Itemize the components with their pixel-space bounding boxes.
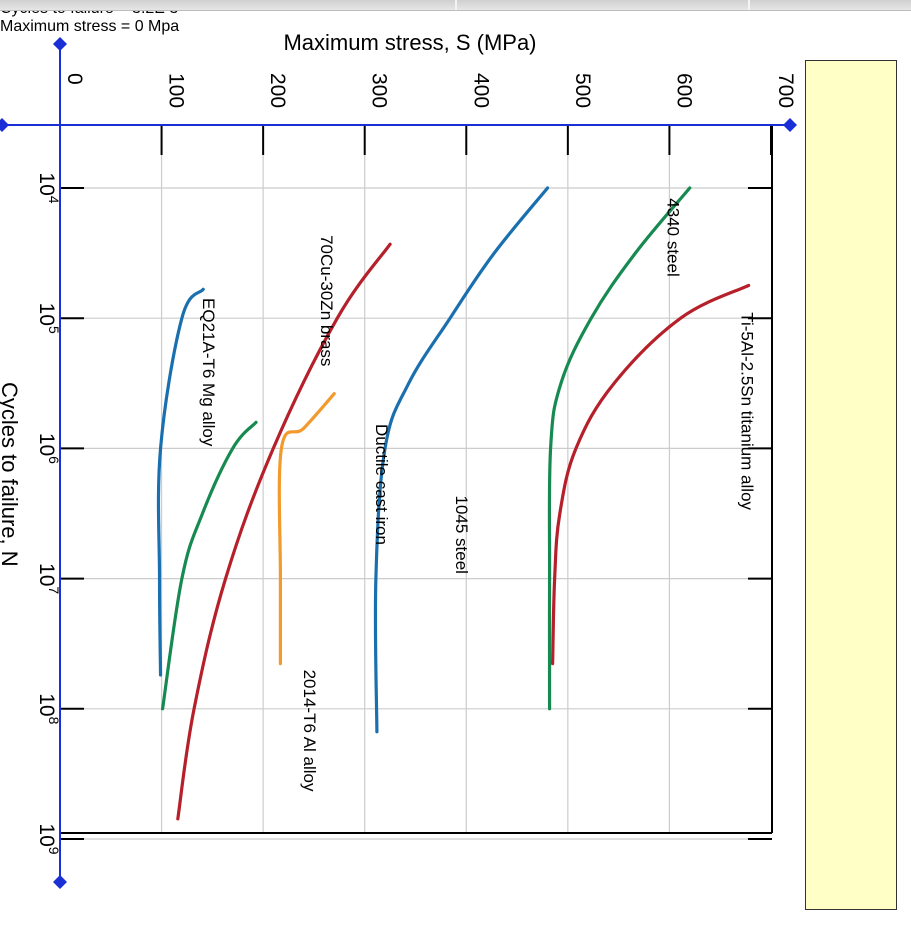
- series-label-eq21a-t6-mg-alloy: EQ21A-T6 Mg alloy: [199, 298, 218, 447]
- series-line-2014-t6-al-alloy: [176, 242, 392, 821]
- series-line-4340-steel: [547, 186, 692, 711]
- axis-handle-diamond: [783, 118, 797, 132]
- strip-separator: [748, 0, 750, 10]
- cycles-axis-title: Cycles to failure, N: [0, 382, 22, 567]
- stress-axis-title: Maximum stress, S (MPa): [283, 30, 536, 55]
- series-label-ductile-cast-iron: Ductile cast iron: [372, 424, 391, 545]
- series-line-70cu-30zn-brass: [160, 420, 258, 711]
- stress-tick-label: 600: [672, 73, 695, 108]
- series-line-eq21a-t6-mg-alloy: [156, 287, 205, 677]
- stress-tick-label: 700: [774, 73, 797, 108]
- axis-handle-diamond: [0, 118, 9, 132]
- cycles-tick-label: 107: [35, 563, 62, 594]
- cycles-tick-label: 104: [35, 172, 62, 203]
- strip-separator: [455, 0, 457, 10]
- series-label-1045-steel: 1045 steel: [452, 495, 471, 573]
- series-line-1045-steel: [373, 186, 550, 734]
- series-label-ti-5al-2-5sn-titanium-alloy: Ti-5Al-2.5Sn titanium alloy: [738, 312, 757, 510]
- stress-tick-label: 200: [266, 73, 289, 108]
- axis-handle-diamond: [53, 875, 67, 889]
- stress-tick-label: 0: [63, 73, 86, 85]
- stress-tick-label: 500: [571, 73, 594, 108]
- cycles-tick-label: 106: [35, 433, 62, 464]
- series-label-4340-steel: 4340 steel: [663, 198, 682, 276]
- stress-tick-label: 300: [368, 73, 391, 108]
- axis-handle-diamond: [53, 37, 67, 51]
- readout-stress: Maximum stress = 0 Mpa: [0, 18, 180, 35]
- cycles-tick-label: 105: [35, 303, 62, 334]
- cycles-tick-label: 108: [35, 693, 62, 724]
- window-top-strip: [0, 0, 911, 11]
- cycles-tick-label: 109: [35, 823, 62, 854]
- series-line-ductile-cast-iron: [277, 392, 336, 666]
- stress-tick-label: 400: [469, 73, 492, 108]
- readout-panel: [805, 60, 897, 910]
- stress-tick-label: 100: [165, 73, 188, 108]
- series-label-2014-t6-al-alloy: 2014-T6 Al alloy: [300, 670, 319, 792]
- series-label-70cu-30zn-brass: 70Cu-30Zn brass: [317, 235, 336, 366]
- series-line-ti-5al-2-5sn-titanium-alloy: [551, 283, 751, 666]
